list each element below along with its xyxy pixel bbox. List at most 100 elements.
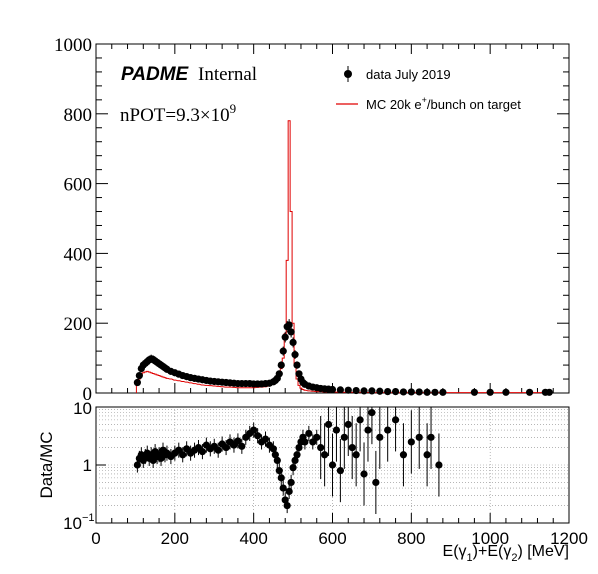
x-axis-title: E(γ1)+E(γ2) [MeV]: [443, 543, 569, 564]
x-title-sub1: 1: [467, 552, 473, 564]
ratio-point: [254, 432, 262, 440]
ratio-point: [133, 461, 141, 469]
ratio-point: [317, 443, 325, 452]
ratio-point: [372, 478, 380, 487]
data-point: [285, 321, 293, 329]
ratio-point: [289, 464, 297, 472]
ratio-y-tick-label: 1: [83, 456, 92, 475]
ratio-point: [368, 409, 376, 417]
data-point: [376, 387, 384, 395]
ratio-point: [423, 451, 431, 459]
ratio-point: [179, 451, 187, 459]
ratio-point: [305, 429, 313, 438]
ratio-point: [415, 433, 423, 441]
data-point: [344, 386, 352, 394]
data-point: [486, 388, 494, 396]
ratio-point: [287, 478, 295, 487]
data-point: [281, 333, 289, 341]
data-point: [439, 388, 447, 396]
data-point: [291, 351, 299, 359]
data-point: [384, 388, 392, 396]
data-point: [407, 388, 415, 396]
ratio-point: [279, 484, 287, 492]
ratio-y-tick-label: 10: [73, 399, 92, 418]
ratio-point: [214, 446, 222, 454]
main-axis-ticks: 0 200 400 600 800 1000: [54, 35, 570, 405]
data-point: [368, 387, 376, 395]
data-point: [525, 388, 534, 396]
ratio-point: [293, 451, 301, 459]
ratio-point: [427, 433, 435, 441]
mc-histogram: [135, 120, 551, 394]
ratio-y-axis-title: Data/MC: [37, 431, 56, 498]
ratio-point: [222, 443, 230, 452]
x-tick-label: 800: [397, 529, 425, 548]
ratio-point: [328, 461, 337, 469]
ratio-point: [376, 433, 384, 441]
ratio-grid: [96, 407, 569, 523]
ratio-point: [198, 448, 207, 456]
main-y-tick-label: 1000: [54, 35, 92, 56]
ratio-point: [313, 433, 321, 441]
data-point: [275, 370, 283, 378]
ratio-point: [348, 443, 356, 452]
padme-internal-label: Internal: [198, 64, 257, 85]
data-point: [399, 388, 408, 396]
legend: data July 2019 MC 20k e+/bunch on target: [336, 66, 521, 112]
ratio-point: [234, 437, 242, 445]
data-point: [502, 388, 510, 396]
data-point: [279, 347, 287, 355]
main-y-tick-label: 0: [83, 384, 93, 405]
main-y-tick-label: 800: [64, 105, 93, 126]
data-point: [135, 371, 143, 380]
x-tick-label: 600: [318, 529, 346, 548]
data-points: [133, 319, 553, 396]
ratio-point: [275, 467, 283, 475]
data-point: [415, 388, 423, 396]
ratio-y-tick-exponent: −1: [82, 512, 95, 524]
legend-mc-sup: +: [422, 95, 427, 105]
main-y-tick-label: 400: [64, 244, 93, 265]
npot-exponent: 9: [230, 101, 237, 116]
ratio-point: [407, 438, 415, 446]
x-title-part1: E(γ: [443, 543, 467, 560]
ratio-point: [283, 501, 291, 510]
ratio-point: [332, 426, 341, 434]
x-title-part2: )+E(γ: [473, 543, 512, 560]
npot-text: nPOT=9.3×10: [120, 105, 230, 126]
ratio-point: [391, 416, 400, 424]
ratio-point: [344, 420, 352, 429]
ratio-point: [384, 426, 392, 434]
padme-brand: PADME: [121, 64, 190, 85]
data-point: [431, 388, 439, 396]
ratio-point: [277, 474, 285, 482]
legend-data-marker: [344, 70, 352, 78]
data-point: [133, 378, 141, 387]
ratio-point: [285, 487, 293, 496]
mc-step-line: [135, 120, 551, 394]
x-title-part3: ) [MeV]: [517, 543, 569, 560]
ratio-point: [435, 461, 443, 469]
ratio-point: [352, 451, 360, 459]
data-point: [360, 387, 368, 395]
main-y-tick-label: 200: [64, 314, 93, 335]
x-tick-label: 200: [161, 529, 189, 548]
ratio-point: [250, 426, 258, 434]
ratio-point: [364, 426, 372, 434]
ratio-point: [356, 416, 364, 424]
ratio-point: [399, 451, 408, 459]
ratio-point: [360, 470, 368, 478]
data-point: [470, 388, 478, 396]
ratio-point: [301, 438, 309, 446]
x-tick-label: 1200: [550, 529, 588, 548]
ratio-points: [133, 407, 443, 515]
main-y-tick-label: 600: [64, 175, 93, 196]
legend-data-label: data July 2019: [366, 67, 451, 82]
ratio-point: [324, 420, 333, 429]
data-point: [289, 338, 297, 346]
ratio-point: [321, 451, 329, 459]
ratio-point: [238, 442, 246, 450]
data-point: [328, 385, 337, 394]
legend-mc-label: MC 20k e+/bunch on target: [366, 95, 521, 112]
